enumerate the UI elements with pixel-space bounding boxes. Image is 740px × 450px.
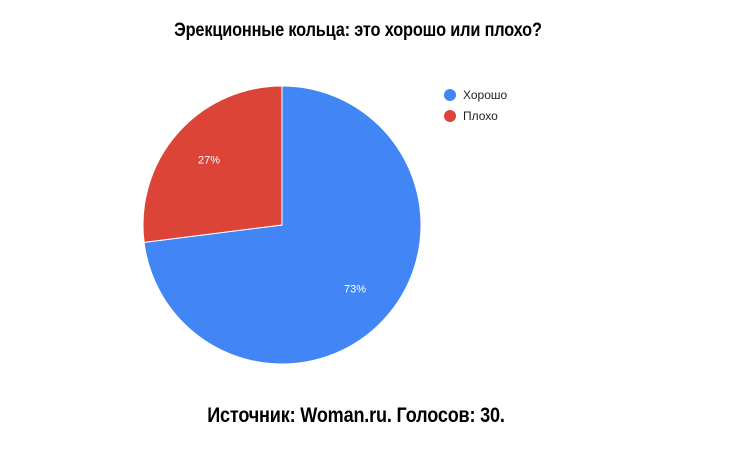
- legend-swatch-good: [444, 88, 456, 101]
- pie-slice-good[interactable]: [143, 85, 422, 365]
- legend-label-bad: Плохо: [463, 108, 498, 123]
- legend-item-bad[interactable]: Плохо: [444, 105, 507, 126]
- legend-label-good: Хорошо: [463, 87, 508, 102]
- pie-label-bad: 27%: [198, 155, 220, 167]
- legend-swatch-bad: [444, 109, 456, 122]
- pie-slice-bad[interactable]: [142, 85, 283, 243]
- chart-title: Эрекционные кольца: это хорошо или плохо…: [174, 20, 542, 41]
- pie-label-good: 73%: [344, 283, 366, 295]
- source-caption: Источник: Woman.ru. Голосов: 30.: [207, 404, 505, 427]
- legend-item-good[interactable]: Хорошо: [444, 84, 507, 105]
- chart-legend: Хорошо Плохо: [444, 84, 507, 126]
